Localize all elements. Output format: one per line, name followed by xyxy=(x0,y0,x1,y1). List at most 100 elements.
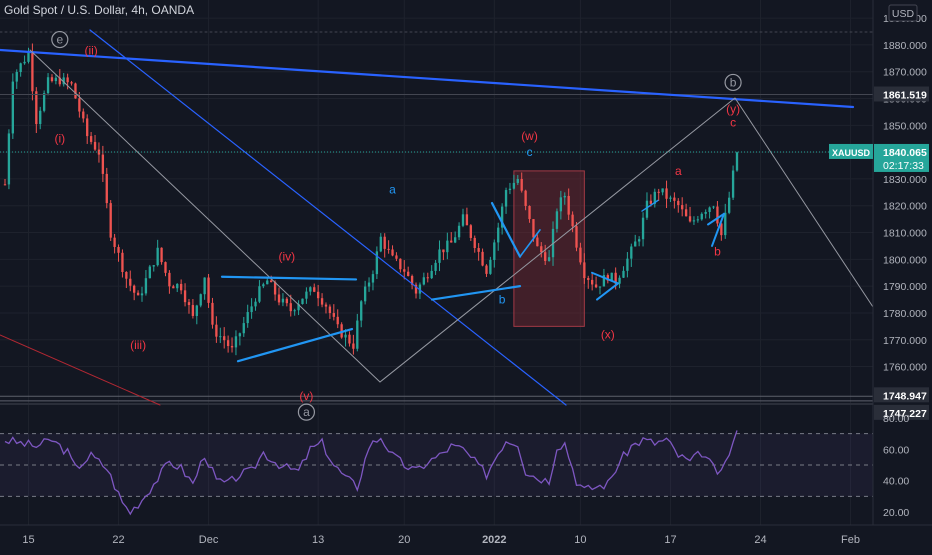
candle-body xyxy=(93,141,97,150)
candle-body xyxy=(602,275,606,287)
candle-body xyxy=(270,280,273,283)
y-tick-label: 1850.000 xyxy=(883,120,927,132)
candle-body xyxy=(332,313,335,317)
candle-body xyxy=(630,246,633,259)
y-tick-label: 1800.000 xyxy=(883,254,927,266)
candle-body xyxy=(559,197,563,212)
candle-body xyxy=(277,294,281,303)
wave-label: (ii) xyxy=(84,43,97,57)
y-tick-label: 1760.000 xyxy=(883,362,927,374)
candle-body xyxy=(410,275,414,285)
corrective-line xyxy=(591,271,619,285)
level-tag-label: 1747.227 xyxy=(883,408,927,420)
candle-body xyxy=(254,301,257,307)
candle-body xyxy=(109,203,112,238)
candle-body xyxy=(136,292,140,296)
candle-body xyxy=(547,257,551,261)
candle-body xyxy=(238,333,242,337)
candle-body xyxy=(324,304,328,307)
rsi-tick-label: 40.00 xyxy=(883,476,909,488)
candle-body xyxy=(11,81,14,134)
candle-body xyxy=(555,211,559,229)
wave-label: (iv) xyxy=(279,250,296,264)
candle-body xyxy=(673,197,676,201)
candle-body xyxy=(183,290,187,303)
price-tag xyxy=(874,143,929,172)
wave-label: b xyxy=(714,244,721,258)
candle-body xyxy=(234,336,238,348)
wave-label: c xyxy=(730,116,736,130)
candle-body xyxy=(450,240,453,243)
candle-body xyxy=(19,63,22,73)
candle-body xyxy=(172,286,175,289)
y-tick-label: 1830.000 xyxy=(883,174,927,186)
wave-label: a xyxy=(389,183,396,197)
candle-body xyxy=(78,98,81,112)
candle-body xyxy=(735,152,739,171)
candle-body xyxy=(610,272,613,281)
candle-body xyxy=(418,284,422,294)
candle-body xyxy=(657,191,660,193)
candle-body xyxy=(375,251,379,275)
candle-body xyxy=(528,205,531,220)
candle-body xyxy=(622,270,625,278)
corrective-line xyxy=(707,212,725,226)
candle-body xyxy=(313,287,316,292)
rsi-line xyxy=(4,430,738,516)
candle-body xyxy=(246,312,249,324)
candle-body xyxy=(399,258,402,270)
candle-body xyxy=(305,291,308,299)
x-tick-label: Dec xyxy=(199,534,219,546)
candle-body xyxy=(320,298,324,305)
candle-body xyxy=(367,282,371,287)
candle-body xyxy=(641,217,645,240)
candle-body xyxy=(594,284,598,288)
rsi-tick-label: 60.00 xyxy=(883,444,909,456)
candle-body xyxy=(661,188,664,193)
candle-body xyxy=(27,52,30,62)
corrective-line xyxy=(711,212,725,247)
candle-body xyxy=(105,173,108,204)
candle-body xyxy=(520,178,523,191)
candle-body xyxy=(430,270,433,279)
candle-body xyxy=(352,343,355,349)
candle-body xyxy=(587,278,590,280)
chart-title: Gold Spot / U.S. Dollar, 4h, OANDA xyxy=(4,3,195,17)
candle-body xyxy=(219,336,222,338)
highlight-box xyxy=(513,170,585,327)
wave-line xyxy=(734,97,876,311)
candle-body xyxy=(140,293,144,296)
candle-body xyxy=(684,209,688,217)
candle-body xyxy=(649,200,653,204)
candle-body xyxy=(708,207,711,212)
candle-body xyxy=(414,284,418,294)
candle-body xyxy=(508,188,512,191)
rsi-tick-label: 20.00 xyxy=(883,507,909,519)
candle-body xyxy=(35,91,38,125)
candle-body xyxy=(637,239,641,242)
candle-body xyxy=(653,191,656,204)
wave-labels: e(ii)(i)(iii)(iv)(v)aab(w)c(x)ab(y)cb xyxy=(51,30,742,421)
candle-body xyxy=(387,248,390,250)
time-axis-bg xyxy=(0,525,932,550)
candle-body xyxy=(457,225,461,238)
candle-body xyxy=(512,182,516,189)
wave-label: (y) xyxy=(726,102,740,116)
x-tick-label: 22 xyxy=(112,534,124,546)
candle-body xyxy=(230,346,234,348)
candle-body xyxy=(42,93,46,111)
candle-body xyxy=(391,249,394,256)
x-tick-label: 20 xyxy=(398,534,410,546)
candle-body xyxy=(532,219,535,238)
wave-label: b xyxy=(499,293,506,307)
candle-body xyxy=(89,136,93,142)
candle-body xyxy=(203,277,206,295)
axis-bg xyxy=(873,0,932,550)
wave-label: e xyxy=(56,33,63,47)
candle-body xyxy=(289,303,292,312)
candle-body xyxy=(700,213,703,220)
candle-body xyxy=(156,247,159,266)
candlesticks xyxy=(3,43,739,356)
candle-body xyxy=(309,287,312,292)
